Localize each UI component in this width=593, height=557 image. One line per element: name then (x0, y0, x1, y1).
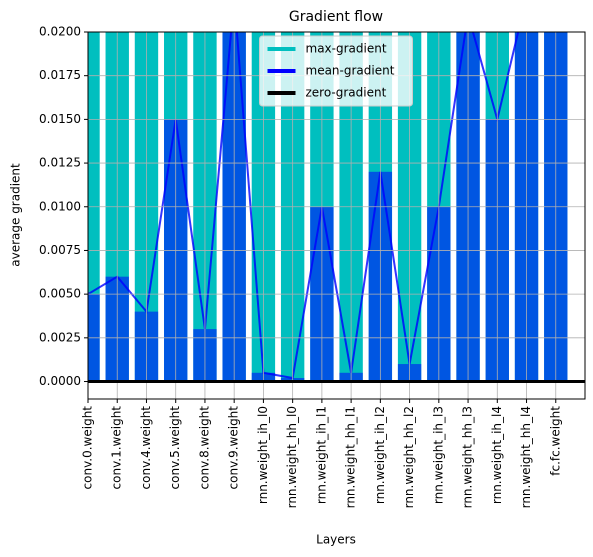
x-tick-label: rnn.weight_ih_l0 (256, 406, 270, 504)
y-tick-label: 0.0175 (39, 68, 81, 82)
x-tick-label: fc.fc.weight (548, 406, 562, 476)
x-tick-label: rnn.weight_hh_l3 (461, 406, 475, 508)
x-tick-label: conv.1.weight (110, 406, 124, 490)
x-tick-label: conv.0.weight (81, 406, 95, 490)
y-tick-label: 0.0000 (39, 374, 81, 388)
y-axis-label: average gradient (9, 163, 23, 267)
plot-frame (87, 31, 586, 400)
legend-label: max-gradient (306, 42, 387, 56)
x-tick-label: rnn.weight_hh_l0 (285, 406, 299, 508)
y-tick-label: 0.0075 (39, 243, 81, 257)
x-tick-label: rnn.weight_hh_l4 (519, 406, 533, 508)
x-tick-label: conv.4.weight (139, 406, 153, 490)
x-axis-label: Layers (316, 533, 356, 547)
x-tick-label: rnn.weight_hh_l2 (402, 406, 416, 508)
y-tick-label: 0.0125 (39, 156, 81, 170)
legend-box (259, 35, 413, 107)
legend-label: mean-gradient (306, 64, 395, 78)
y-tick-label: 0.0050 (39, 287, 81, 301)
x-tick-label: conv.8.weight (197, 406, 211, 490)
x-tick-label: rnn.weight_ih_l1 (314, 406, 328, 504)
y-tick-label: 0.0200 (39, 25, 81, 39)
x-tick-label: rnn.weight_hh_l1 (344, 406, 358, 508)
y-tick-label: 0.0025 (39, 330, 81, 344)
x-tick-label: rnn.weight_ih_l4 (490, 406, 504, 504)
x-tick-label: rnn.weight_ih_l2 (373, 406, 387, 504)
x-tick-label: rnn.weight_ih_l3 (431, 406, 445, 504)
x-tick-label: conv.9.weight (227, 406, 241, 490)
x-tick-label: conv.5.weight (168, 406, 182, 490)
legend-label: zero-gradient (306, 86, 387, 100)
y-tick-label: 0.0100 (39, 199, 81, 213)
chart-title: Gradient flow (289, 9, 383, 25)
y-tick-label: 0.0150 (39, 112, 81, 126)
